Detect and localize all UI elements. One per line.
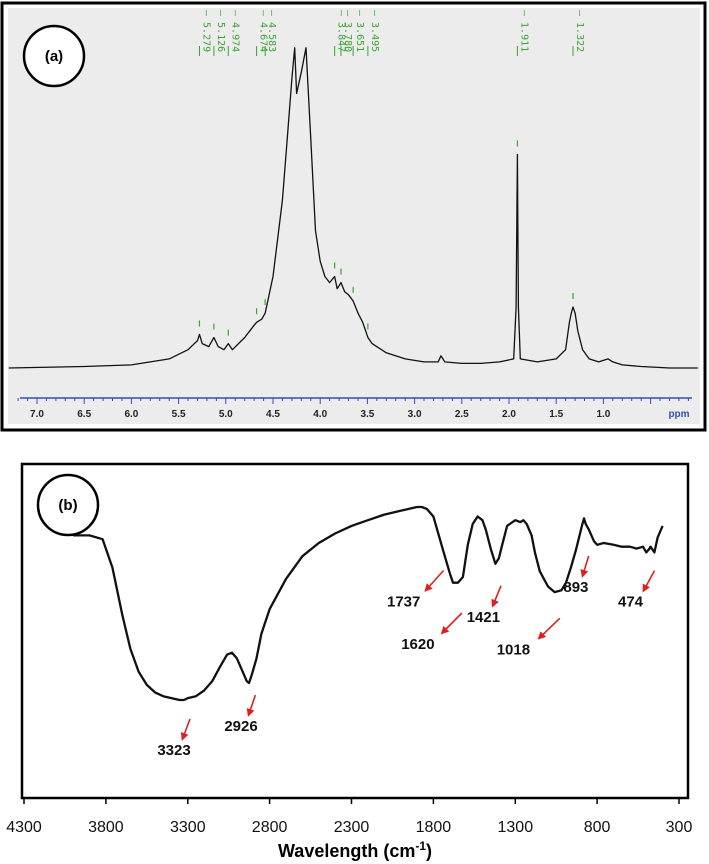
nmr-tick-label: 2.5 (455, 409, 469, 420)
ir-x-axis-label-end: ) (426, 841, 432, 861)
ir-x-axis-label: Wavelength (cm-1) (278, 839, 432, 861)
nmr-peak-label: — 3.495 (369, 10, 380, 52)
nmr-peak-label: — 3.847 (336, 10, 347, 52)
ir-annotation-label: 1737 (387, 593, 420, 610)
ir-annotation-arrow (246, 694, 257, 717)
ir-annotation-arrow (180, 718, 191, 741)
ir-annotation-label: 1421 (467, 609, 500, 626)
ir-spectrum (73, 505, 664, 702)
ir-tick-label: 1300 (498, 819, 534, 836)
ir-tick-label: 800 (584, 819, 611, 836)
ir-tick-label: 300 (666, 819, 693, 836)
ir-tick-label: 3800 (88, 819, 124, 836)
ir-x-axis-label-sup: -1 (415, 839, 426, 853)
ir-annotation-arrow (440, 612, 463, 635)
nmr-tick-label: 2.0 (502, 409, 516, 420)
panel-a-label: (a) (45, 48, 63, 65)
ir-annotation-label: 474 (618, 594, 644, 611)
panel-b-label: (b) (58, 497, 77, 514)
panel-b-frame (20, 462, 690, 800)
ir-tick-label: 3300 (170, 819, 206, 836)
ir-annotation-label: 893 (563, 579, 588, 596)
nmr-peak-label: — 4.674 (258, 10, 269, 52)
nmr-peak-markers (198, 140, 574, 336)
ir-annotations: 3323 2926 1737 1620 1421 1018 893 474 (157, 555, 656, 759)
nmr-tick-label: 5.0 (219, 409, 233, 420)
nmr-tick-label: 5.5 (172, 409, 186, 420)
nmr-tick-label: 4.0 (313, 409, 327, 420)
nmr-background (8, 8, 700, 424)
ir-annotation-arrow (424, 569, 445, 592)
ir-trace-line (73, 505, 664, 702)
nmr-tick-label: 4.5 (266, 409, 280, 420)
ir-annotation-label: 1018 (497, 641, 530, 658)
nmr-peak-label: — 4.583 (266, 10, 277, 52)
ir-annotation-arrow (537, 617, 561, 640)
ir-annotation-label: 2926 (224, 718, 257, 735)
nmr-peak-label: — 3.651 (354, 10, 365, 52)
ir-x-axis-label-main: Wavelength (cm (278, 841, 415, 861)
nmr-tick-label: 3.5 (360, 409, 374, 420)
ir-tick-label: 1800 (416, 819, 452, 836)
ir-annotation-arrow (491, 585, 502, 608)
nmr-tick-label: 6.0 (124, 409, 138, 420)
nmr-peak-label: — 1.911 (518, 10, 529, 52)
nmr-tick-label: 3.0 (408, 409, 422, 420)
nmr-trace-line (8, 47, 698, 369)
panel-a-label-circle (22, 24, 86, 88)
nmr-peak-labels: — 5.279— 5.126— 4.974 — 4.674— 4.583 — 3.8… (198, 10, 585, 56)
nmr-peak-label: — 5.126 (215, 10, 226, 52)
nmr-spectrum (8, 47, 698, 369)
ir-axis: 4300 3800 3300 2800 2300 1800 1300 800 300 (6, 798, 692, 836)
ir-tick-label: 4300 (6, 819, 42, 836)
nmr-peak-label: — 1.322 (574, 10, 585, 52)
nmr-tick-label: 1.0 (596, 409, 610, 420)
ir-annotation-arrow (580, 555, 590, 578)
nmr-axis: 7.0 6.5 6.0 5.5 5.0 4.5 4.0 3.5 3.0 2.5 2.0 1.5 1.0 p… (17, 397, 692, 420)
ir-annotation-arrow (642, 570, 656, 593)
nmr-peak-label: — 3.780 (342, 10, 353, 52)
ir-tick-label: 2800 (252, 819, 288, 836)
ir-tick-label: 2300 (334, 819, 370, 836)
nmr-tick-label: 7.0 (30, 409, 44, 420)
ir-annotation-label: 1620 (401, 636, 434, 653)
panel-b-label-circle (36, 473, 100, 537)
nmr-tick-label: 6.5 (77, 409, 91, 420)
nmr-tick-label: 1.5 (549, 409, 563, 420)
nmr-peak-label: — 4.974 (229, 10, 240, 52)
ir-annotation-label: 3323 (157, 742, 190, 759)
nmr-peak-label: — 5.279 (201, 10, 212, 52)
nmr-unit-label: ppm (668, 409, 689, 420)
